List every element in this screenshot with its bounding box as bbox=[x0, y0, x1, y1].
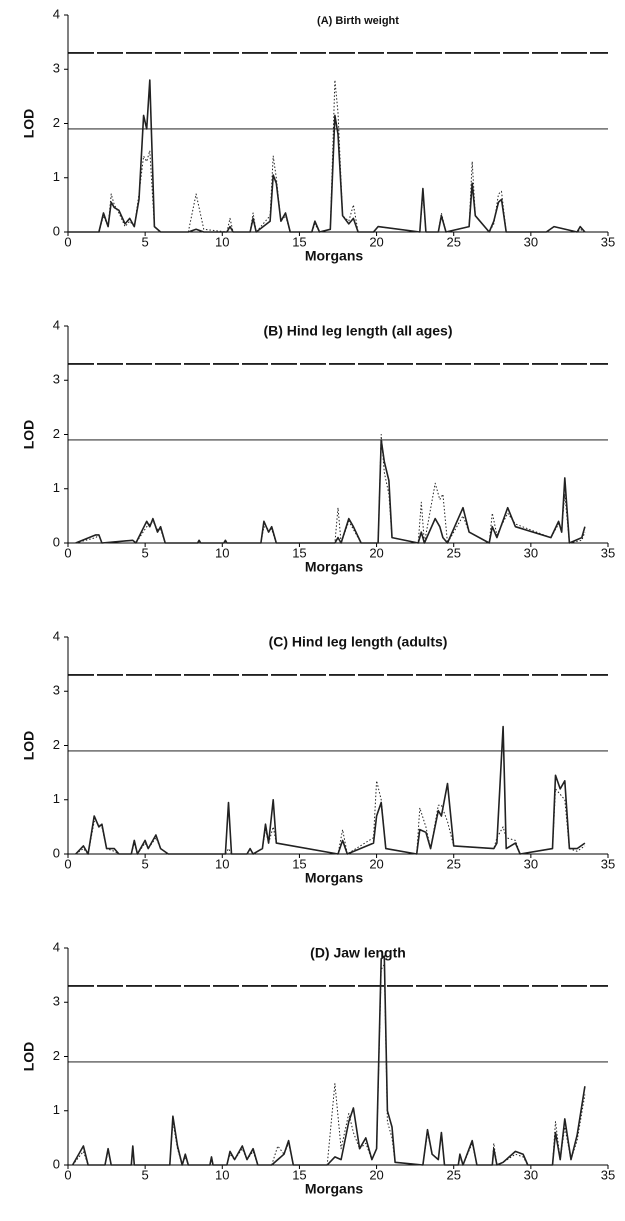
y-tick-label: 0 bbox=[53, 1156, 60, 1171]
y-tick-label: 3 bbox=[53, 683, 60, 698]
y-axis-label: LOD bbox=[21, 1042, 37, 1072]
y-tick-label: 2 bbox=[53, 115, 60, 130]
y-tick-label: 1 bbox=[53, 791, 60, 806]
x-tick-label: 0 bbox=[64, 545, 71, 560]
x-tick-label: 30 bbox=[524, 856, 538, 871]
y-tick-label: 2 bbox=[53, 426, 60, 441]
lod-curve bbox=[75, 439, 586, 544]
lod-curve bbox=[72, 963, 586, 1166]
chart-title: (D) Jaw length bbox=[310, 945, 406, 961]
x-tick-label: 10 bbox=[215, 1167, 229, 1182]
y-axis-label: LOD bbox=[21, 109, 37, 139]
x-tick-label: 15 bbox=[292, 856, 306, 871]
x-tick-label: 20 bbox=[369, 545, 383, 560]
lod-curve bbox=[71, 955, 586, 1166]
x-tick-label: 0 bbox=[64, 856, 71, 871]
x-tick-label: 15 bbox=[292, 1167, 306, 1182]
x-tick-label: 30 bbox=[524, 234, 538, 249]
x-tick-label: 5 bbox=[142, 234, 149, 249]
x-axis-label: Morgans bbox=[305, 1181, 364, 1197]
lod-curve bbox=[68, 79, 586, 233]
y-tick-label: 0 bbox=[53, 223, 60, 238]
x-tick-label: 15 bbox=[292, 545, 306, 560]
y-tick-label: 1 bbox=[53, 169, 60, 184]
x-tick-label: 30 bbox=[524, 1167, 538, 1182]
x-tick-label: 5 bbox=[142, 856, 149, 871]
x-tick-label: 20 bbox=[369, 1167, 383, 1182]
y-tick-label: 4 bbox=[53, 628, 60, 643]
x-tick-label: 35 bbox=[601, 1167, 615, 1182]
y-tick-label: 4 bbox=[53, 317, 60, 332]
x-tick-label: 10 bbox=[215, 856, 229, 871]
x-axis-label: Morgans bbox=[305, 248, 364, 264]
x-tick-label: 15 bbox=[292, 234, 306, 249]
x-axis-label: Morgans bbox=[305, 870, 364, 886]
chart-title: (B) Hind leg length (all ages) bbox=[263, 323, 452, 339]
y-tick-label: 0 bbox=[53, 534, 60, 549]
x-tick-label: 30 bbox=[524, 545, 538, 560]
x-tick-label: 20 bbox=[369, 856, 383, 871]
lod-curve bbox=[75, 725, 586, 855]
x-tick-label: 25 bbox=[446, 1167, 460, 1182]
y-tick-label: 2 bbox=[53, 1048, 60, 1063]
lod-curve bbox=[75, 780, 586, 855]
x-tick-label: 35 bbox=[601, 234, 615, 249]
x-tick-label: 5 bbox=[142, 545, 149, 560]
y-tick-label: 4 bbox=[53, 939, 60, 954]
y-tick-label: 3 bbox=[53, 372, 60, 387]
x-tick-label: 0 bbox=[64, 234, 71, 249]
y-tick-label: 2 bbox=[53, 737, 60, 752]
lod-curve bbox=[75, 434, 586, 544]
chart-title: (C) Hind leg length (adults) bbox=[269, 634, 448, 650]
x-tick-label: 35 bbox=[601, 856, 615, 871]
x-tick-label: 10 bbox=[215, 545, 229, 560]
x-tick-label: 25 bbox=[446, 545, 460, 560]
y-axis-label: LOD bbox=[21, 420, 37, 450]
x-tick-label: 25 bbox=[446, 234, 460, 249]
x-axis-label: Morgans bbox=[305, 559, 364, 575]
y-tick-label: 0 bbox=[53, 845, 60, 860]
x-tick-label: 20 bbox=[369, 234, 383, 249]
y-axis-label: LOD bbox=[21, 731, 37, 761]
x-tick-label: 5 bbox=[142, 1167, 149, 1182]
x-tick-label: 0 bbox=[64, 1167, 71, 1182]
lod-curve bbox=[68, 79, 586, 233]
x-tick-label: 10 bbox=[215, 234, 229, 249]
y-tick-label: 4 bbox=[53, 6, 60, 21]
chart-title: (A) Birth weight bbox=[317, 15, 399, 27]
y-tick-label: 3 bbox=[53, 61, 60, 76]
y-tick-label: 1 bbox=[53, 480, 60, 495]
x-tick-label: 35 bbox=[601, 545, 615, 560]
y-tick-label: 3 bbox=[53, 994, 60, 1009]
y-tick-label: 1 bbox=[53, 1102, 60, 1117]
x-tick-label: 25 bbox=[446, 856, 460, 871]
